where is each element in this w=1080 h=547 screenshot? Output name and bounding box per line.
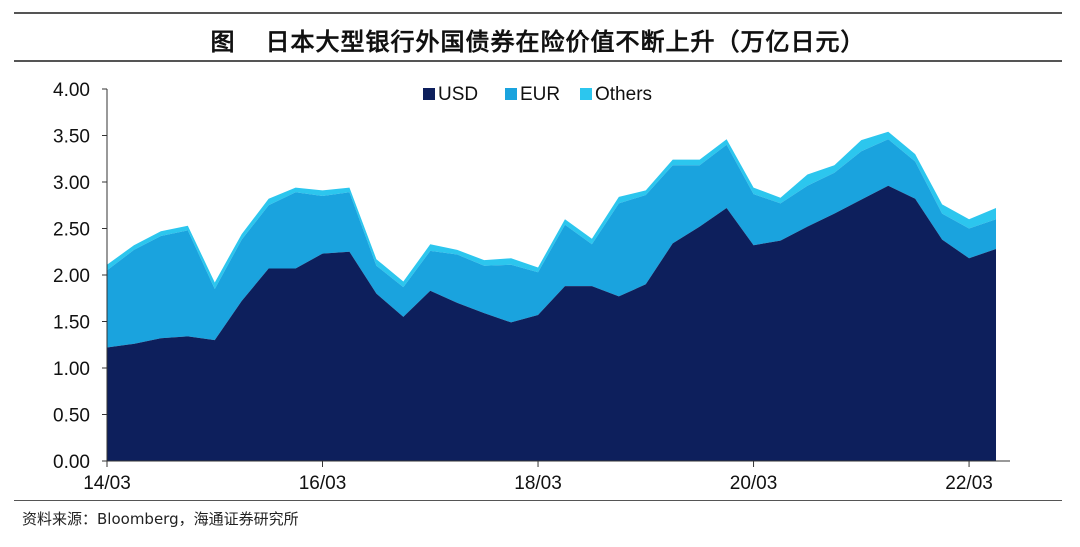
y-tick-label: 3.50 [53, 127, 90, 148]
area-others [107, 131, 996, 289]
x-tick-label: 14/03 [83, 473, 131, 494]
x-tick-label: 16/03 [299, 473, 347, 494]
y-tick-label: 2.00 [53, 266, 90, 287]
area-layer [107, 131, 996, 461]
chart-title: 图 日本大型银行外国债券在险价值不断上升（万亿日元） [14, 22, 1062, 57]
y-tick-label: 2.50 [53, 220, 90, 241]
chart-title-text: 日本大型银行外国债券在险价值不断上升（万亿日元） [265, 28, 866, 56]
axes-layer: 0.00 0.50 1.00 1.50 2.00 2.50 3.00 3.50 4.00 14/0… [53, 80, 1010, 494]
y-tick-label: 1.50 [53, 313, 90, 334]
y-tick-label: 1.00 [53, 359, 90, 380]
source-note: 资料来源：Bloomberg，海通证券研究所 [22, 510, 299, 528]
legend-label-others: Others [595, 84, 652, 105]
title-bar: 图 日本大型银行外国债券在险价值不断上升（万亿日元） [14, 12, 1062, 62]
y-tick-label: 0.00 [53, 452, 90, 473]
area-eur [107, 139, 996, 348]
area-usd [107, 185, 996, 461]
x-tick-label: 22/03 [945, 473, 993, 494]
legend-label-usd: USD [438, 84, 478, 105]
y-tick-label: 4.00 [53, 80, 90, 101]
x-tick-label: 20/03 [730, 473, 778, 494]
legend: USD EUR Others [423, 84, 652, 105]
legend-swatch-usd [423, 88, 435, 100]
bottom-rule [14, 500, 1062, 501]
legend-swatch-eur [505, 88, 517, 100]
legend-label-eur: EUR [520, 84, 560, 105]
y-tick-label: 0.50 [53, 406, 90, 427]
x-tick-label: 18/03 [514, 473, 562, 494]
legend-swatch-others [580, 88, 592, 100]
y-tick-label: 3.00 [53, 173, 90, 194]
figure-label: 图 [210, 28, 236, 56]
